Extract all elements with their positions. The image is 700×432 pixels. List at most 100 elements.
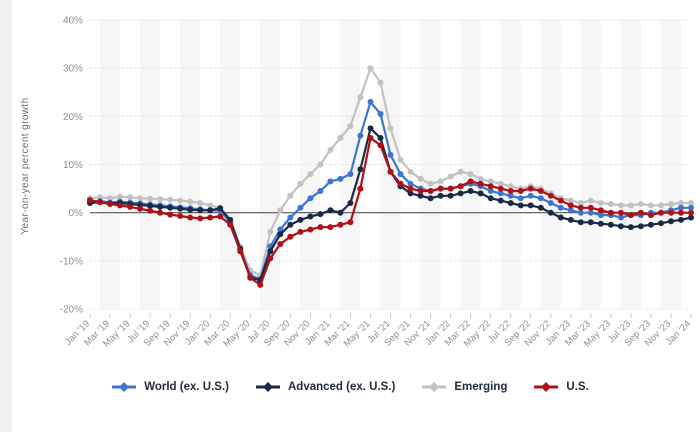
point-advanced-ex-u-s[interactable] — [678, 216, 684, 223]
point-advanced-ex-u-s[interactable] — [407, 190, 414, 197]
point-u-s[interactable] — [327, 224, 334, 231]
point-world-ex-u-s[interactable] — [327, 178, 334, 185]
point-u-s[interactable] — [97, 199, 103, 206]
point-world-ex-u-s[interactable] — [357, 132, 364, 139]
point-u-s[interactable] — [177, 213, 184, 219]
point-advanced-ex-u-s[interactable] — [197, 207, 204, 214]
point-emerging[interactable] — [678, 200, 684, 206]
point-emerging[interactable] — [658, 202, 664, 209]
point-world-ex-u-s[interactable] — [557, 204, 564, 211]
point-u-s[interactable] — [387, 168, 394, 175]
point-emerging[interactable] — [297, 180, 304, 187]
point-advanced-ex-u-s[interactable] — [417, 192, 424, 199]
point-emerging[interactable] — [347, 123, 354, 129]
point-u-s[interactable] — [547, 192, 554, 199]
point-emerging[interactable] — [267, 228, 274, 235]
point-u-s[interactable] — [537, 188, 544, 194]
point-u-s[interactable] — [567, 202, 574, 209]
point-emerging[interactable] — [327, 147, 334, 153]
point-advanced-ex-u-s[interactable] — [357, 166, 364, 173]
point-u-s[interactable] — [337, 221, 344, 228]
point-emerging[interactable] — [187, 198, 194, 205]
point-emerging[interactable] — [597, 200, 604, 206]
point-u-s[interactable] — [587, 204, 594, 211]
point-advanced-ex-u-s[interactable] — [167, 204, 174, 211]
point-world-ex-u-s[interactable] — [397, 171, 404, 178]
point-u-s[interactable] — [277, 241, 284, 247]
point-advanced-ex-u-s[interactable] — [497, 197, 504, 204]
point-emerging[interactable] — [177, 197, 184, 204]
point-emerging[interactable] — [387, 125, 394, 132]
legend-item-emerging[interactable]: Emerging — [421, 381, 507, 393]
point-emerging[interactable] — [627, 202, 634, 209]
point-emerging[interactable] — [477, 175, 484, 182]
point-advanced-ex-u-s[interactable] — [617, 223, 624, 230]
point-u-s[interactable] — [487, 183, 494, 190]
point-emerging[interactable] — [607, 201, 614, 207]
point-u-s[interactable] — [237, 248, 244, 255]
point-emerging[interactable] — [617, 202, 624, 209]
point-world-ex-u-s[interactable] — [597, 212, 604, 219]
point-u-s[interactable] — [107, 201, 113, 207]
point-emerging[interactable] — [668, 201, 674, 207]
point-advanced-ex-u-s[interactable] — [327, 207, 334, 214]
point-emerging[interactable] — [467, 171, 474, 178]
point-world-ex-u-s[interactable] — [497, 190, 504, 197]
point-u-s[interactable] — [647, 212, 654, 219]
point-advanced-ex-u-s[interactable] — [337, 209, 344, 216]
point-advanced-ex-u-s[interactable] — [627, 224, 634, 231]
point-world-ex-u-s[interactable] — [487, 188, 494, 194]
point-advanced-ex-u-s[interactable] — [437, 192, 444, 199]
point-advanced-ex-u-s[interactable] — [597, 220, 604, 227]
point-u-s[interactable] — [407, 185, 414, 192]
point-u-s[interactable] — [497, 185, 504, 192]
point-advanced-ex-u-s[interactable] — [207, 207, 214, 214]
point-emerging[interactable] — [507, 183, 514, 190]
point-advanced-ex-u-s[interactable] — [367, 125, 374, 132]
point-emerging[interactable] — [447, 173, 454, 180]
point-u-s[interactable] — [597, 207, 604, 214]
point-emerging[interactable] — [487, 178, 494, 185]
point-advanced-ex-u-s[interactable] — [157, 203, 164, 210]
point-advanced-ex-u-s[interactable] — [557, 214, 564, 221]
point-u-s[interactable] — [367, 135, 374, 141]
point-u-s[interactable] — [557, 197, 564, 204]
point-emerging[interactable] — [167, 196, 174, 203]
point-advanced-ex-u-s[interactable] — [287, 221, 294, 228]
point-advanced-ex-u-s[interactable] — [487, 195, 494, 202]
point-world-ex-u-s[interactable] — [507, 192, 514, 199]
point-emerging[interactable] — [497, 180, 504, 187]
point-world-ex-u-s[interactable] — [387, 151, 394, 158]
point-world-ex-u-s[interactable] — [317, 188, 324, 194]
point-advanced-ex-u-s[interactable] — [217, 205, 224, 212]
point-world-ex-u-s[interactable] — [527, 192, 534, 199]
point-u-s[interactable] — [617, 209, 624, 216]
point-u-s[interactable] — [147, 207, 154, 214]
point-u-s[interactable] — [658, 209, 664, 216]
point-emerging[interactable] — [277, 207, 284, 214]
point-u-s[interactable] — [668, 209, 674, 216]
point-emerging[interactable] — [567, 197, 574, 204]
point-emerging[interactable] — [207, 202, 214, 209]
point-advanced-ex-u-s[interactable] — [457, 190, 464, 197]
point-emerging[interactable] — [647, 202, 654, 209]
point-u-s[interactable] — [317, 224, 324, 231]
point-advanced-ex-u-s[interactable] — [567, 216, 574, 223]
point-advanced-ex-u-s[interactable] — [227, 216, 234, 223]
point-world-ex-u-s[interactable] — [277, 226, 284, 233]
point-u-s[interactable] — [447, 185, 454, 192]
point-emerging[interactable] — [637, 201, 644, 207]
point-emerging[interactable] — [357, 94, 364, 101]
point-u-s[interactable] — [347, 219, 354, 226]
point-emerging[interactable] — [377, 79, 384, 86]
point-advanced-ex-u-s[interactable] — [307, 213, 314, 220]
point-emerging[interactable] — [117, 193, 123, 200]
legend-item-u-s[interactable]: U.S. — [533, 381, 589, 393]
point-u-s[interactable] — [87, 197, 93, 204]
point-u-s[interactable] — [467, 178, 474, 185]
point-u-s[interactable] — [607, 209, 614, 216]
point-u-s[interactable] — [267, 255, 274, 262]
point-emerging[interactable] — [157, 196, 164, 203]
point-u-s[interactable] — [637, 209, 644, 216]
point-world-ex-u-s[interactable] — [688, 204, 694, 211]
